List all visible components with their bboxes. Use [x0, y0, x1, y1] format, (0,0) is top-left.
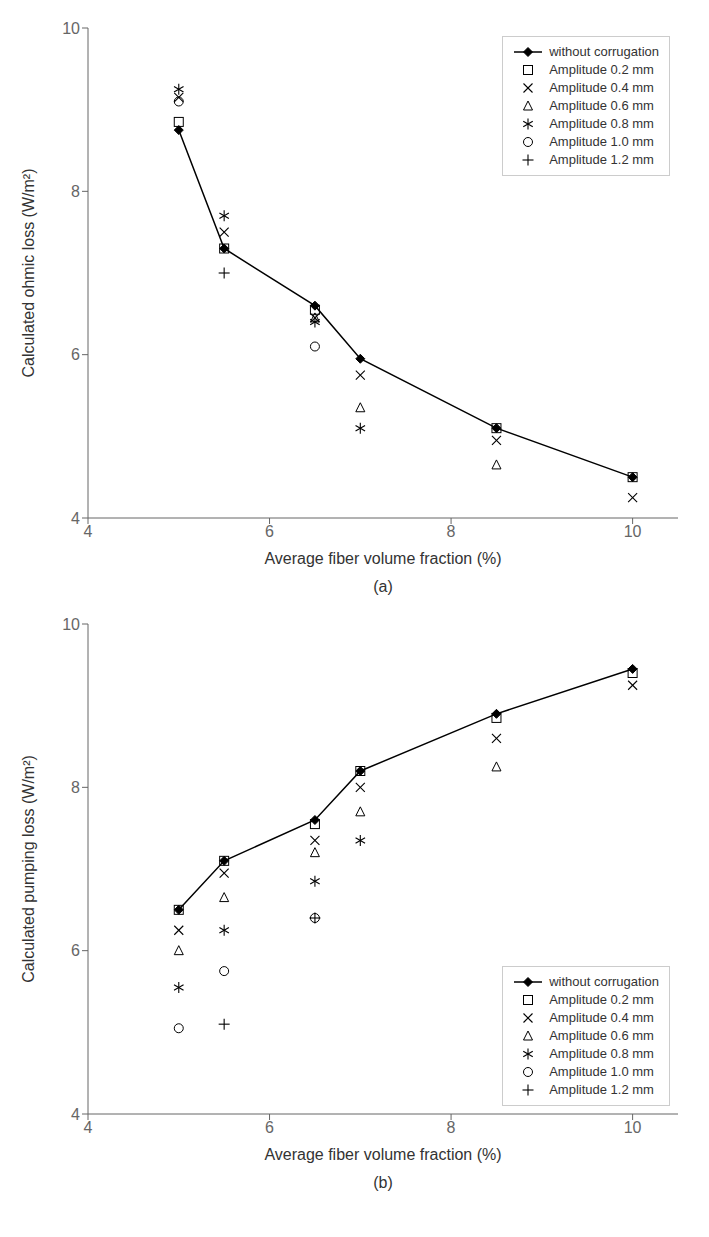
- html-text:Amplitude 1.0 mm: Amplitude 1.0 mm: [549, 134, 654, 149]
- svg-text:Average fiber volume fraction: Average fiber volume fraction (%): [264, 1146, 501, 1163]
- html-text:Amplitude 0.8 mm: Amplitude 0.8 mm: [549, 1046, 654, 1061]
- html-text:without corrugation: without corrugation: [549, 44, 659, 59]
- svg-text:Calculated ohmic loss (W/m²): Calculated ohmic loss (W/m²): [20, 169, 37, 378]
- html-text:Amplitude 0.2 mm: Amplitude 0.2 mm: [549, 62, 654, 77]
- svg-text:6: 6: [71, 942, 80, 959]
- svg-text:4: 4: [84, 523, 93, 540]
- svg-text:6: 6: [265, 523, 274, 540]
- svg-text:6: 6: [265, 1119, 274, 1136]
- svg-text:8: 8: [447, 523, 456, 540]
- html-text:Amplitude 0.4 mm: Amplitude 0.4 mm: [549, 1010, 654, 1025]
- svg-text:10: 10: [62, 616, 80, 633]
- svg-text:10: 10: [624, 523, 642, 540]
- svg-text:4: 4: [84, 1119, 93, 1136]
- html-text:Amplitude 1.0 mm: Amplitude 1.0 mm: [549, 1064, 654, 1079]
- html-text:Amplitude 0.2 mm: Amplitude 0.2 mm: [549, 992, 654, 1007]
- svg-text:8: 8: [447, 1119, 456, 1136]
- svg-text:10: 10: [62, 20, 80, 37]
- svg-text:8: 8: [71, 183, 80, 200]
- html-text:Amplitude 1.2 mm: Amplitude 1.2 mm: [549, 1082, 654, 1097]
- html-text:Amplitude 0.6 mm: Amplitude 0.6 mm: [549, 1028, 654, 1043]
- html-text:Amplitude 0.6 mm: Amplitude 0.6 mm: [549, 98, 654, 113]
- svg-text:10: 10: [624, 1119, 642, 1136]
- svg-text:6: 6: [71, 346, 80, 363]
- html-text:Amplitude 1.2 mm: Amplitude 1.2 mm: [549, 152, 654, 167]
- svg-text:4: 4: [71, 1106, 80, 1123]
- html-text:Amplitude 0.8 mm: Amplitude 0.8 mm: [549, 116, 654, 131]
- html-text:without corrugation: without corrugation: [549, 974, 659, 989]
- svg-text:4: 4: [71, 510, 80, 527]
- html-text:Amplitude 0.4 mm: Amplitude 0.4 mm: [549, 80, 654, 95]
- html-text:(a): (a): [373, 578, 393, 595]
- svg-text:Average fiber volume fraction: Average fiber volume fraction (%): [264, 550, 501, 567]
- svg-text:8: 8: [71, 779, 80, 796]
- svg-text:Calculated pumping loss (W/m²): Calculated pumping loss (W/m²): [20, 755, 37, 983]
- html-text:(b): (b): [373, 1174, 393, 1191]
